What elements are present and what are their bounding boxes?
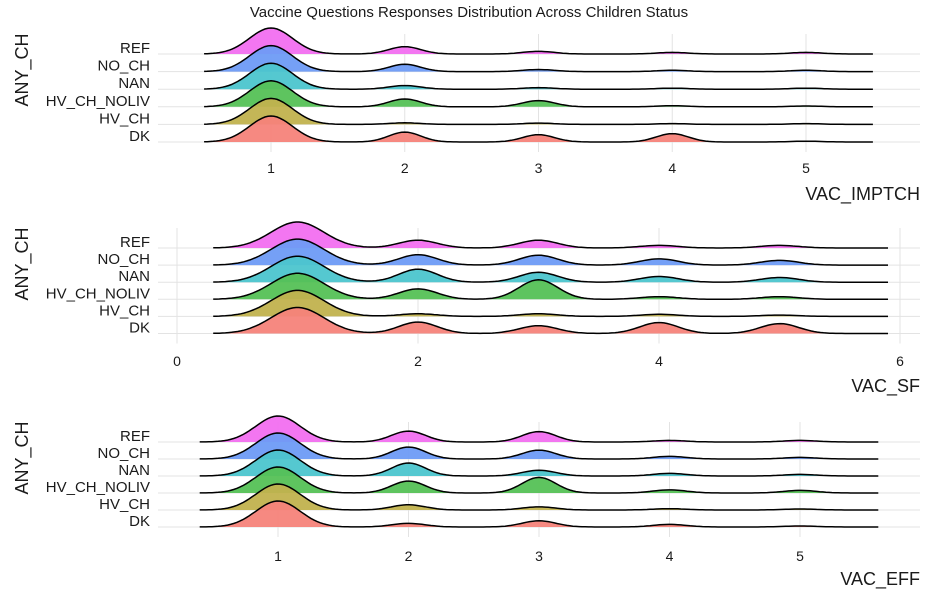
category-label: DK: [129, 320, 150, 337]
ridge-outline-hv-ch: [204, 97, 873, 126]
x-tick-label: 6: [896, 353, 904, 369]
ridge-outline-nan: [213, 255, 888, 283]
category-label: HV_CH_NOLIV: [46, 285, 150, 302]
category-label: NAN: [118, 268, 150, 285]
ridge-outline-dk: [199, 500, 879, 528]
ridge-area-hv-ch-noliv: [199, 467, 879, 493]
x-axis-title: VAC_IMPTCH: [805, 184, 920, 205]
x-axis-title: VAC_EFF: [840, 569, 920, 590]
ridge-outline-hv-ch: [213, 289, 888, 318]
category-label: HV_CH_NOLIV: [46, 93, 150, 110]
ridge-outline-hv-ch: [199, 483, 879, 511]
category-label: NAN: [118, 75, 150, 92]
ridge-outline-ref: [199, 415, 879, 443]
ridge-outline-dk: [204, 115, 873, 143]
x-tick-label: 2: [405, 548, 413, 564]
x-tick-label: 4: [668, 160, 676, 176]
ridge-outline-no-ch: [213, 238, 888, 266]
ridge-area-dk: [204, 116, 873, 142]
ridge-outline-hv-ch-noliv: [213, 272, 888, 301]
ridge-outline-hv-ch-noliv: [199, 466, 879, 494]
ridge-area-hv-ch-noliv: [213, 273, 888, 300]
ridge-outline-nan: [199, 449, 879, 477]
category-label: HV_CH: [99, 302, 150, 319]
category-label: DK: [129, 513, 150, 530]
category-label: REF: [120, 234, 150, 251]
ridge-outline-nan: [204, 62, 873, 90]
x-tick-label: 3: [535, 160, 543, 176]
x-axis-title: VAC_SF: [851, 376, 920, 397]
x-tick-label: 0: [173, 353, 181, 369]
y-axis-title: ANY_CH: [12, 33, 33, 106]
chart-title: Vaccine Questions Responses Distribution…: [250, 4, 688, 21]
category-label: NO_CH: [97, 251, 150, 268]
ridge-outline-no-ch: [204, 44, 873, 73]
category-label: HV_CH: [99, 110, 150, 127]
x-tick-label: 5: [802, 160, 810, 176]
category-label: HV_CH: [99, 496, 150, 513]
category-label: HV_CH_NOLIV: [46, 479, 150, 496]
x-tick-label: 3: [535, 548, 543, 564]
x-tick-label: 2: [401, 160, 409, 176]
x-tick-label: 4: [655, 353, 663, 369]
x-tick-label: 1: [274, 548, 282, 564]
ridge-outline-ref: [213, 221, 888, 249]
ridge-outline-no-ch: [199, 432, 879, 460]
x-tick-label: 5: [796, 548, 804, 564]
ridge-outline-ref: [204, 27, 873, 55]
x-tick-label: 2: [414, 353, 422, 369]
category-label: NO_CH: [97, 445, 150, 462]
x-tick-label: 1: [267, 160, 275, 176]
ridge-outline-hv-ch-noliv: [204, 80, 873, 108]
x-tick-label: 4: [666, 548, 674, 564]
category-label: REF: [120, 40, 150, 57]
category-label: NO_CH: [97, 58, 150, 75]
category-label: NAN: [118, 462, 150, 479]
ridge-area-dk: [199, 501, 879, 527]
category-label: DK: [129, 128, 150, 145]
y-axis-title: ANY_CH: [12, 227, 33, 300]
category-label: REF: [120, 428, 150, 445]
y-axis-title: ANY_CH: [12, 421, 33, 494]
ridge-outline-dk: [213, 306, 888, 335]
ridge-area-dk: [213, 307, 888, 334]
